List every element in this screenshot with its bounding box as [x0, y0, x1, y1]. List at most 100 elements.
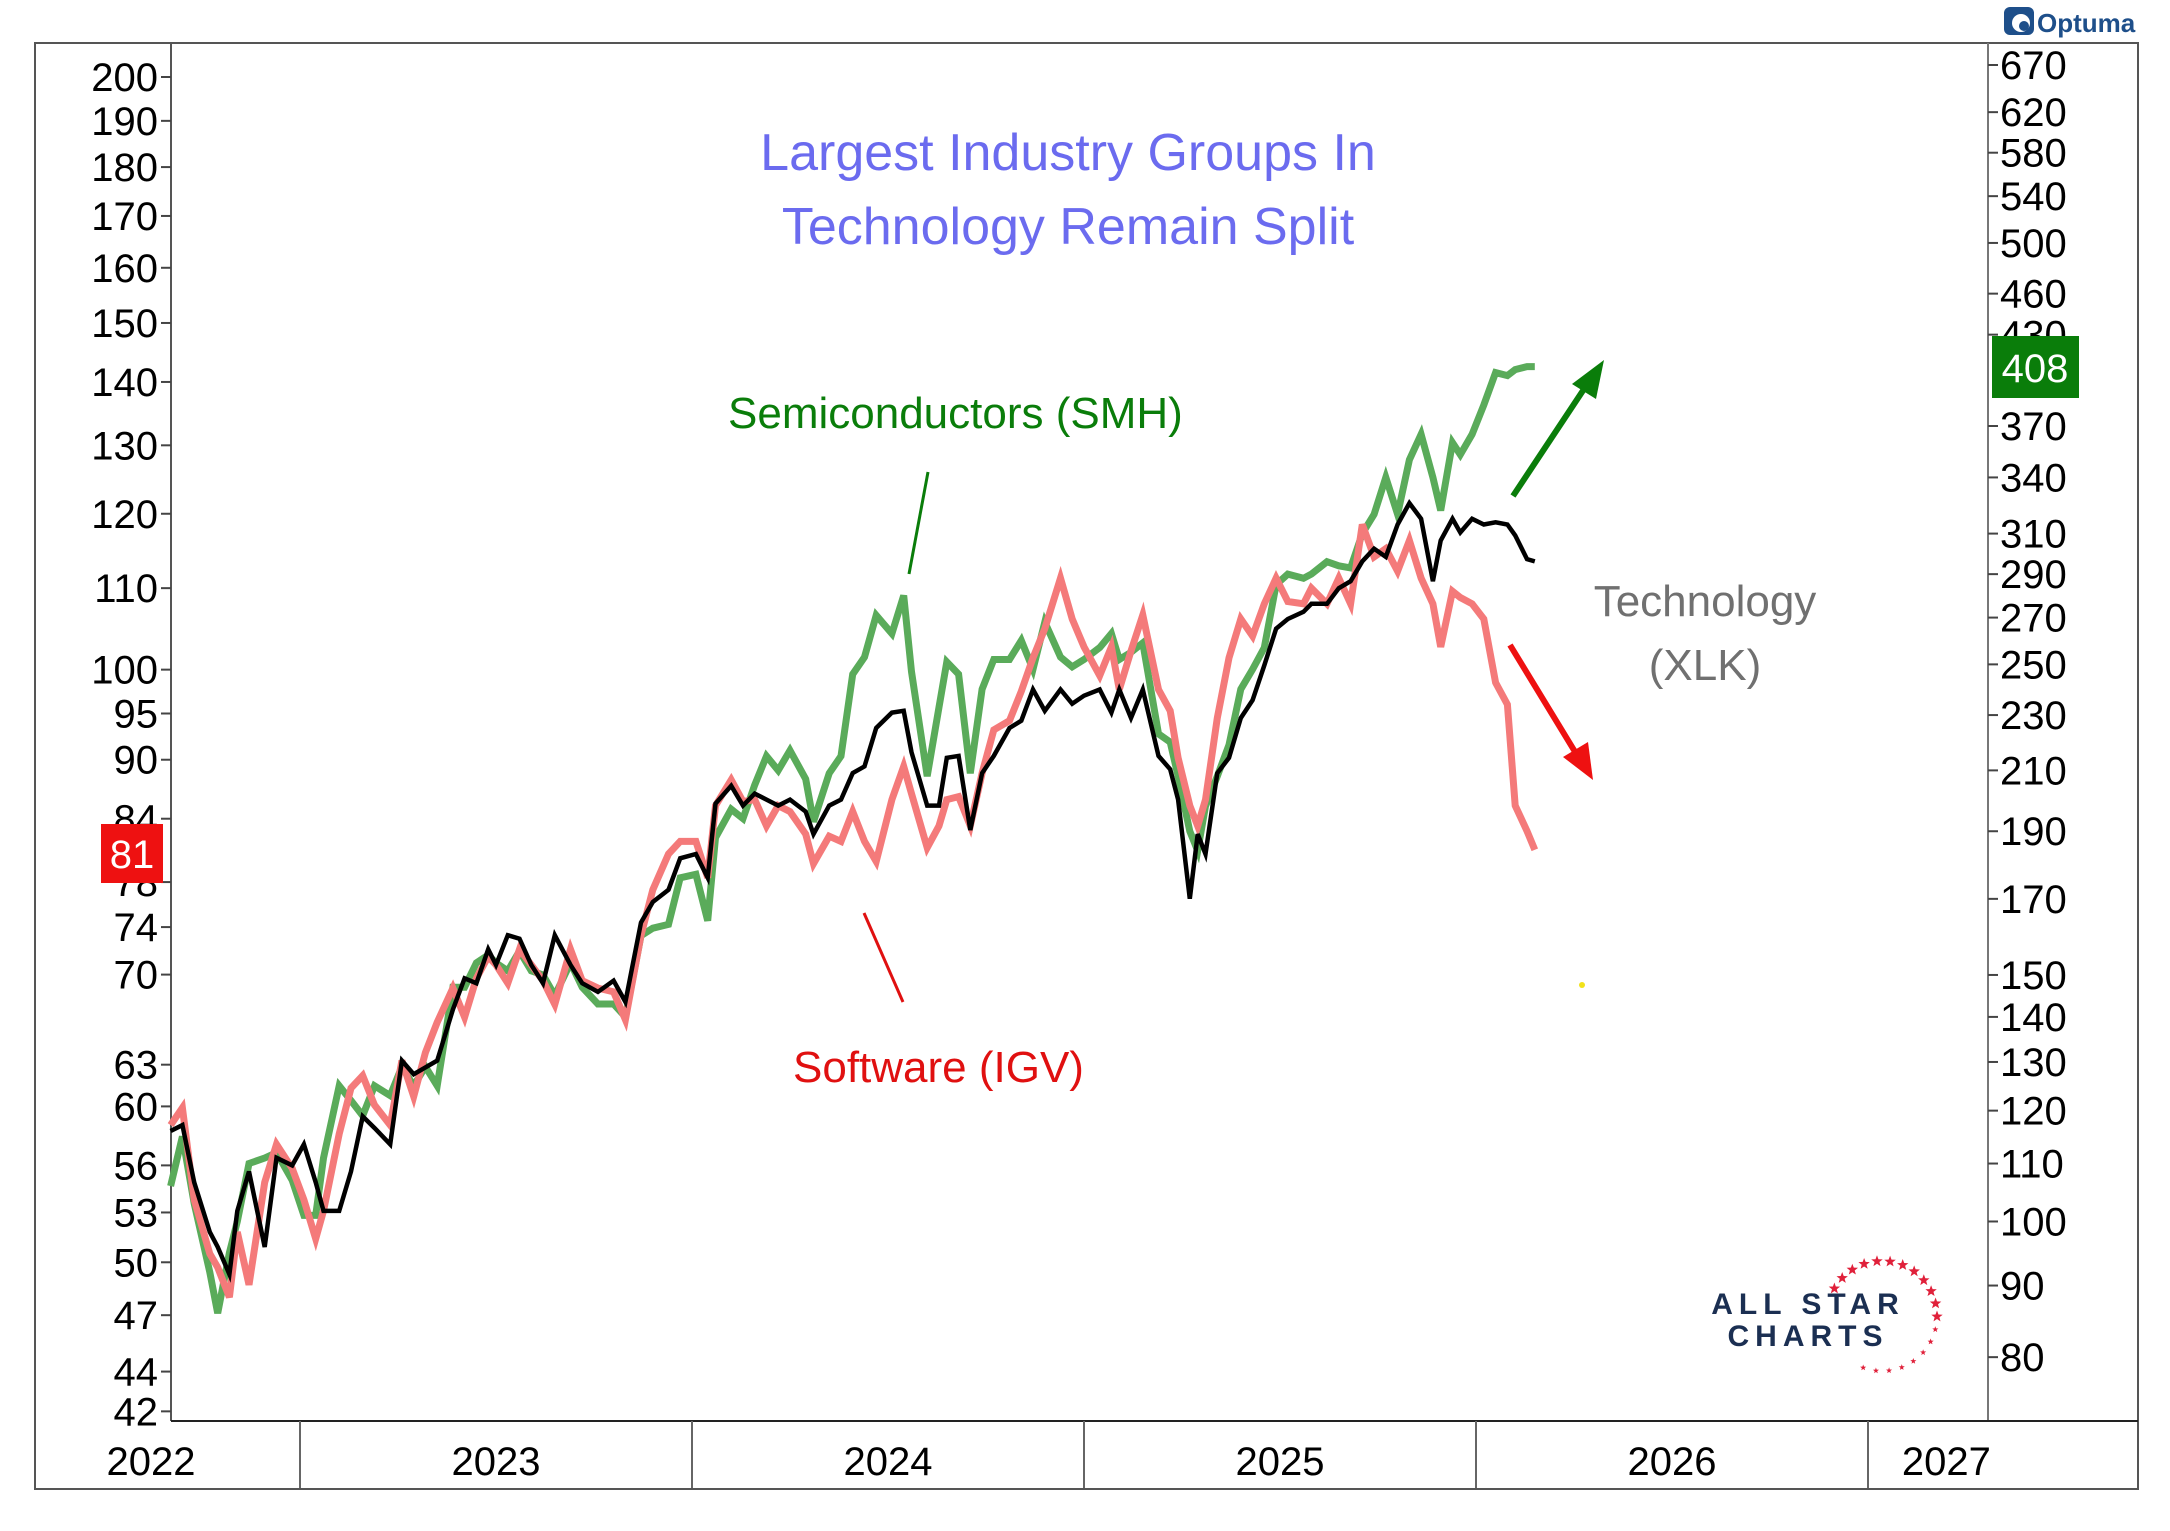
optuma-logo: Optuma: [2004, 7, 2136, 38]
right-tick-label: 540: [2000, 175, 2067, 219]
watermark-line-1: ALL STAR: [1711, 1288, 1905, 1321]
left-tick-label: 150: [91, 302, 158, 346]
star-icon: [1858, 1258, 1870, 1269]
right-tick-label: 150: [2000, 954, 2067, 998]
annotation-software-pointer: [862, 912, 905, 1003]
star-icon: [1860, 1364, 1867, 1371]
left-tick-label: 130: [91, 424, 158, 468]
smh-last-value-text: 408: [2002, 347, 2069, 391]
star-icon: [1908, 1265, 1920, 1277]
chart-title-line-1: Largest Industry Groups In: [760, 124, 1376, 182]
left-tick-label: 56: [114, 1144, 159, 1188]
right-tick-label: 250: [2000, 643, 2067, 687]
right-tick-label: 210: [2000, 749, 2067, 793]
star-icon: [1897, 1259, 1909, 1270]
marker-dot: [1579, 982, 1585, 988]
right-tick-label: 80: [2000, 1336, 2045, 1380]
right-tick-label: 370: [2000, 405, 2067, 449]
star-icon: [1927, 1338, 1934, 1345]
star-icon: [1920, 1349, 1927, 1356]
left-tick-label: 190: [91, 100, 158, 144]
star-icon: [1828, 1282, 1841, 1294]
left-tick-label: 120: [91, 493, 158, 537]
right-tick-label: 190: [2000, 810, 2067, 854]
annotation-software: Software (IGV): [793, 1043, 1084, 1092]
year-label-2024: 2024: [844, 1440, 933, 1484]
left-tick-label: 90: [114, 739, 159, 783]
right-tick-label: 460: [2000, 273, 2067, 317]
right-tick-label: 110: [2000, 1143, 2064, 1187]
igv-last-value-text: 81: [110, 833, 155, 877]
right-tick-label: 170: [2000, 878, 2067, 922]
left-tick-label: 53: [114, 1191, 159, 1235]
annotation-technology-line-1: Technology: [1594, 577, 1817, 626]
allstarcharts-watermark: ALL STAR CHARTS: [1711, 1255, 1943, 1374]
star-icon: [1871, 1255, 1883, 1267]
left-tick-label: 50: [114, 1241, 159, 1285]
star-icon: [1886, 1367, 1893, 1374]
left-tick-label: 200: [91, 56, 158, 100]
annotation-semiconductors-pointer: [907, 471, 930, 575]
left-tick-label: 160: [91, 247, 158, 291]
year-label-2027: 2027: [1902, 1440, 1991, 1484]
star-icon: [1925, 1285, 1937, 1296]
year-label-2023: 2023: [452, 1440, 541, 1484]
star-icon: [1910, 1358, 1917, 1364]
star-ring-icon: [1828, 1255, 1943, 1374]
star-icon: [1872, 1367, 1879, 1374]
up-arrow-icon: [1510, 360, 1604, 498]
right-tick-label: 140: [2000, 996, 2067, 1040]
right-tick-label: 580: [2000, 132, 2067, 176]
left-tick-label: 180: [91, 146, 158, 190]
series-layer: [167, 363, 1539, 1314]
igv-last-value-badge: 81: [101, 824, 163, 883]
right-tick-label: 500: [2000, 222, 2067, 266]
left-tick-label: 100: [91, 649, 158, 693]
left-tick-label: 47: [114, 1294, 159, 1338]
left-tick-label: 70: [114, 954, 159, 998]
star-icon: [1929, 1297, 1942, 1309]
right-tick-label: 230: [2000, 694, 2067, 738]
annotation-semiconductors: Semiconductors (SMH): [728, 389, 1183, 438]
smh-last-value-badge: 408: [1992, 336, 2079, 398]
right-tick-label: 310: [2000, 513, 2067, 557]
left-y-axis: 2001901801701601501401301201101009590847…: [91, 56, 171, 1434]
star-icon: [1884, 1255, 1896, 1267]
optuma-logo-text: Optuma: [2037, 8, 2136, 38]
left-tick-label: 110: [94, 567, 158, 611]
outer-frame: [34, 42, 2139, 1490]
right-tick-label: 130: [2000, 1041, 2067, 1085]
annotation-technology-line-2: (XLK): [1649, 641, 1761, 690]
left-tick-label: 74: [114, 906, 159, 950]
year-label-2025: 2025: [1236, 1440, 1325, 1484]
chart-title-line-2: Technology Remain Split: [782, 198, 1355, 256]
right-tick-label: 290: [2000, 553, 2067, 597]
year-label-2022: 2022: [107, 1440, 196, 1484]
left-tick-label: 44: [114, 1351, 159, 1395]
x-axis: 2022 2023 2024 2025 2026 2027: [107, 1421, 1991, 1488]
left-tick-label: 170: [91, 195, 158, 239]
star-icon: [1918, 1274, 1930, 1286]
year-label-2026: 2026: [1628, 1440, 1717, 1484]
right-tick-label: 120: [2000, 1090, 2067, 1134]
watermark-line-2: CHARTS: [1728, 1320, 1889, 1353]
right-tick-label: 270: [2000, 597, 2067, 641]
right-tick-label: 670: [2000, 44, 2067, 88]
left-tick-label: 95: [114, 692, 159, 736]
optuma-logo-swirl-core: [2019, 21, 2029, 31]
star-icon: [1836, 1272, 1848, 1283]
left-tick-label: 42: [114, 1390, 159, 1434]
right-tick-label: 340: [2000, 456, 2067, 500]
down-arrow-icon: [1507, 643, 1593, 780]
right-y-axis: 6706205805405004604303703403102902702502…: [1988, 44, 2067, 1380]
right-tick-label: 100: [2000, 1200, 2067, 1244]
star-icon: [1932, 1326, 1939, 1333]
star-icon: [1898, 1364, 1905, 1370]
left-tick-label: 63: [114, 1044, 159, 1088]
star-icon: [1931, 1310, 1943, 1322]
left-tick-label: 60: [114, 1085, 159, 1129]
star-icon: [1846, 1263, 1858, 1275]
left-tick-label: 140: [91, 361, 158, 405]
